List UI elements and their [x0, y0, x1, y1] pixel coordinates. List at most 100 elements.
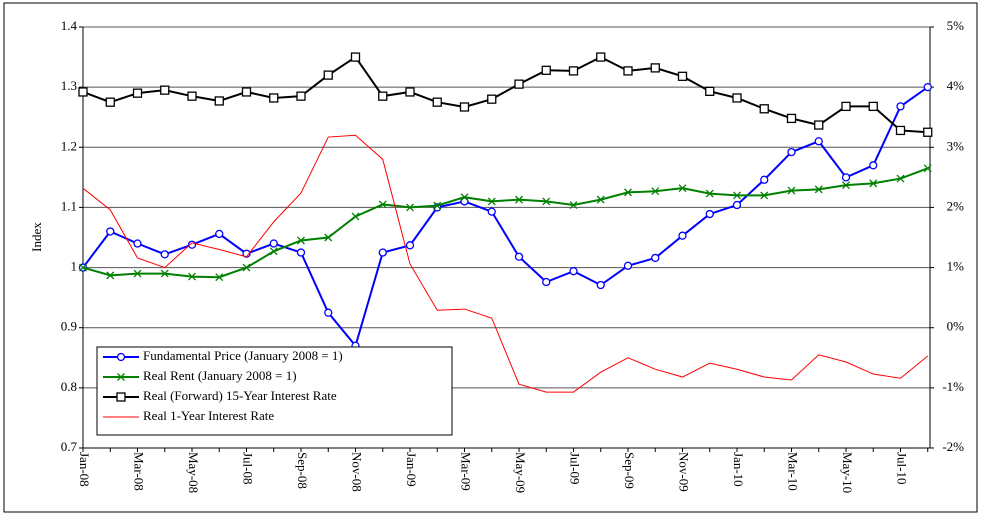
marker	[160, 269, 169, 278]
marker	[896, 174, 905, 183]
x-tick-label: Sep-09	[622, 452, 637, 489]
x-tick-label: Jul-08	[241, 452, 256, 485]
y2-tick-label: 1%	[947, 259, 965, 274]
marker	[542, 197, 551, 206]
marker	[215, 273, 224, 282]
marker	[760, 175, 769, 184]
marker	[160, 85, 170, 95]
marker	[487, 207, 496, 216]
marker	[487, 197, 496, 206]
marker	[623, 261, 633, 270]
marker	[814, 185, 823, 194]
marker	[351, 212, 360, 221]
x-tick-label: Nov-08	[350, 452, 365, 492]
marker	[732, 93, 742, 103]
marker	[79, 263, 87, 272]
x-tick-label: May-10	[840, 452, 855, 493]
marker	[459, 102, 470, 112]
marker	[705, 86, 715, 97]
marker	[214, 96, 224, 106]
marker	[406, 203, 414, 212]
marker	[133, 269, 142, 278]
x-tick-label: Jan-10	[731, 452, 746, 487]
legend-label: Real 1-Year Interest Rate	[143, 408, 274, 423]
marker	[868, 101, 878, 112]
marker	[923, 164, 932, 173]
marker	[269, 93, 279, 103]
marker	[759, 104, 769, 114]
y2-tick-label: 2%	[947, 198, 965, 213]
series-line	[82, 167, 929, 279]
marker	[869, 161, 878, 170]
marker	[514, 252, 524, 261]
legend-label: Fundamental Price (January 2008 = 1)	[143, 348, 343, 363]
marker	[117, 373, 125, 381]
y-tick-label: 1.1	[61, 198, 77, 213]
marker	[514, 79, 524, 89]
marker	[923, 127, 933, 137]
marker	[378, 91, 388, 101]
y2-tick-label: -1%	[942, 379, 964, 394]
marker	[324, 308, 333, 317]
marker	[460, 193, 469, 202]
marker	[569, 267, 578, 276]
marker	[760, 191, 769, 200]
series-line	[82, 86, 929, 348]
marker	[814, 120, 824, 130]
marker	[732, 200, 742, 210]
marker	[596, 52, 606, 62]
marker	[432, 97, 442, 107]
marker	[705, 209, 714, 219]
x-tick-label: Jan-08	[77, 452, 92, 487]
legend-label: Real (Forward) 15-Year Interest Rate	[143, 388, 337, 403]
marker	[269, 247, 278, 256]
marker	[542, 277, 551, 287]
marker	[433, 201, 442, 210]
marker	[324, 233, 333, 242]
x-tick-label: May-09	[513, 452, 528, 493]
x-tick-label: Jul-10	[895, 452, 910, 485]
y2-tick-label: -2%	[942, 439, 964, 454]
marker	[677, 71, 688, 81]
marker	[814, 137, 823, 146]
marker	[733, 191, 741, 200]
marker	[116, 352, 126, 362]
marker	[568, 66, 579, 76]
y-tick-label: 0.7	[61, 439, 78, 454]
marker	[378, 200, 387, 209]
marker	[678, 231, 687, 240]
marker	[895, 125, 906, 136]
marker	[116, 392, 126, 402]
marker	[842, 181, 850, 190]
marker	[651, 253, 660, 263]
marker	[841, 173, 851, 182]
marker	[323, 70, 333, 80]
marker	[269, 239, 278, 248]
y2-tick-label: 0%	[947, 319, 965, 334]
marker	[350, 52, 361, 62]
x-tick-label: Mar-09	[459, 452, 474, 491]
marker	[133, 239, 142, 248]
marker	[241, 87, 252, 97]
marker	[187, 91, 197, 101]
x-tick-label: Jan-09	[404, 452, 419, 487]
series-line	[82, 134, 929, 393]
y-tick-label: 0.8	[61, 379, 77, 394]
x-tick-label: Jul-09	[568, 452, 583, 485]
marker	[515, 195, 523, 204]
marker	[705, 189, 714, 198]
x-tick-label: Mar-10	[786, 452, 801, 491]
x-tick-label: May-08	[186, 452, 201, 493]
marker	[405, 87, 415, 97]
marker	[786, 113, 797, 124]
marker	[596, 280, 605, 290]
marker	[787, 186, 796, 195]
x-tick-label: Mar-08	[132, 452, 147, 491]
chart-border	[3, 2, 978, 513]
legend-label: Real Rent (January 2008 = 1)	[143, 368, 297, 383]
marker	[650, 63, 660, 73]
marker	[651, 187, 660, 196]
y-axis-label: Index	[29, 222, 44, 252]
marker	[487, 94, 497, 104]
